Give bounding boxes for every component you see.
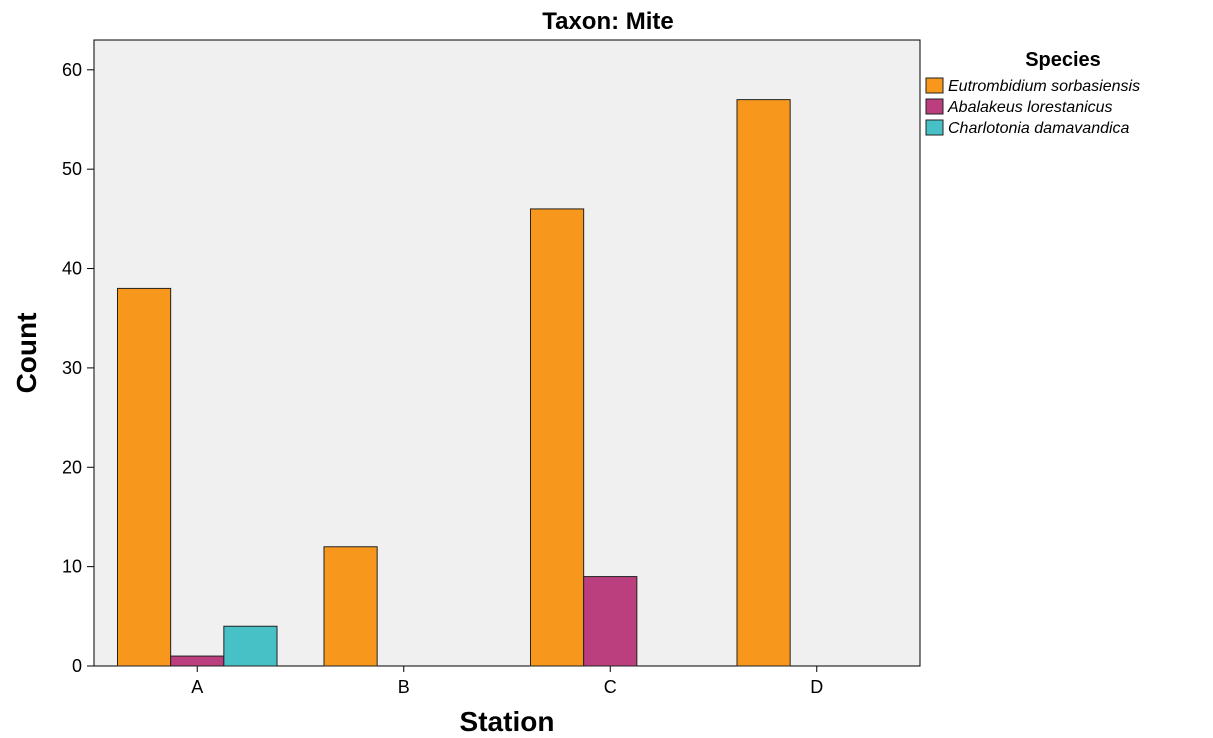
y-tick-label: 30 <box>62 358 82 378</box>
bar-b-series-1 <box>323 546 378 667</box>
y-tick-label: 0 <box>72 656 82 676</box>
y-tick-label: 60 <box>62 60 82 80</box>
chart-title: Taxon: Mite <box>542 8 674 35</box>
x-tick-label: B <box>398 677 410 697</box>
y-axis-title: Count <box>11 313 42 394</box>
bar-a-series-1 <box>116 287 172 667</box>
y-tick-label: 10 <box>62 557 82 577</box>
bar-c-series-1 <box>529 208 585 667</box>
y-tick-label: 50 <box>62 159 82 179</box>
plot-area <box>93 39 921 667</box>
x-axis: A B C D <box>191 666 823 697</box>
legend-label: Charlotonia damavandica <box>948 120 1130 137</box>
legend-swatch <box>925 77 944 94</box>
legend-label: Eutrombidium sorbasiensis <box>948 78 1140 95</box>
y-axis: 0 10 20 30 40 50 60 <box>62 60 94 676</box>
legend-title: Species <box>1025 49 1101 71</box>
bar-d-series-1 <box>736 99 791 667</box>
legend-label: Abalakeus lorestanicus <box>947 99 1113 116</box>
x-tick-label: C <box>604 677 617 697</box>
bar-a-series-2 <box>170 655 225 667</box>
legend-swatch <box>925 98 944 115</box>
bars <box>116 99 791 667</box>
bar-c-series-2 <box>583 576 638 667</box>
bar-a-series-3 <box>223 625 278 667</box>
y-tick-label: 40 <box>62 259 82 279</box>
y-tick-label: 20 <box>62 457 82 477</box>
legend: Species Eutrombidium sorbasiensis Abalake… <box>925 49 1140 137</box>
legend-swatch <box>925 119 944 136</box>
x-axis-title: Station <box>460 706 555 737</box>
x-tick-label: A <box>191 677 203 697</box>
x-tick-label: D <box>810 677 823 697</box>
